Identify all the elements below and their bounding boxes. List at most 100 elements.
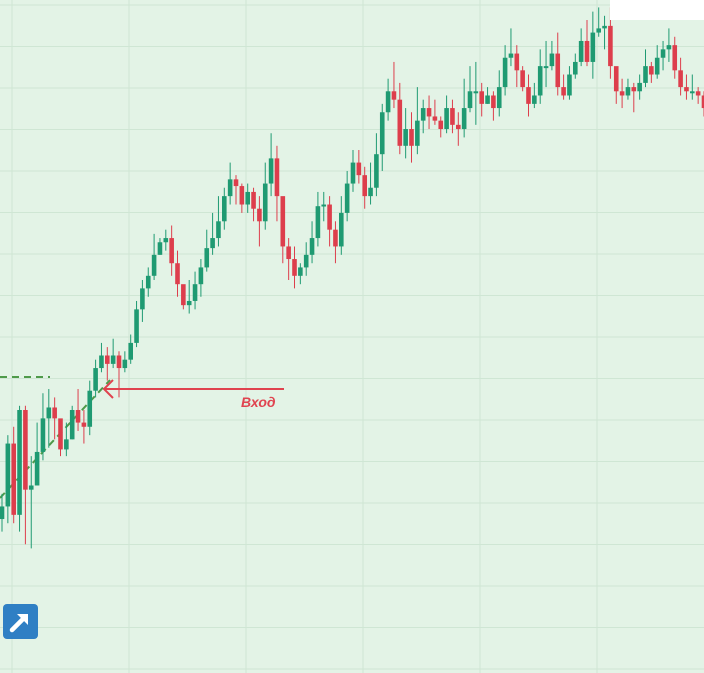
candle-body [374,154,379,188]
candle-body [491,95,496,109]
candle-body [561,87,566,96]
candle-body [543,66,549,69]
candle-body [128,342,133,360]
candle [309,221,315,264]
candle [257,196,262,247]
candle [485,87,490,104]
candle [578,28,584,67]
candle-body [34,451,40,486]
candle [356,150,362,184]
candle-body [286,246,291,260]
candle [514,45,520,88]
candle-body [520,70,525,88]
candle [426,95,432,130]
candle [526,74,531,117]
candle [245,183,250,213]
candle-body [321,204,327,207]
candle [432,99,438,125]
candle [298,263,303,285]
candle [672,36,678,79]
candle-body [643,66,648,83]
candle [602,15,607,50]
candle-body [450,108,455,125]
candle [99,342,104,373]
candle-body [151,254,157,276]
candle [368,162,373,205]
candle-body [362,175,367,197]
candle-body [613,66,619,92]
candle-body [578,40,584,62]
candle-body [415,120,420,146]
candle-body [608,25,613,67]
candle-body [532,95,537,104]
candle [555,32,561,96]
candle-body [690,91,695,94]
candle-body [496,87,502,109]
candle-body [192,284,198,301]
candle [286,238,291,280]
candle-body [198,267,204,285]
candle [140,280,145,322]
candle-body [157,242,163,255]
candle-body [222,196,227,222]
candle [684,74,689,100]
candle-body [251,191,256,209]
candle-body [292,259,297,276]
candle [327,196,332,247]
candle [157,238,163,255]
candle [315,191,321,247]
candle-body [479,91,484,104]
candle-body [5,443,11,507]
candle [415,87,420,155]
candle-body [461,108,467,130]
candle [105,347,110,381]
candle-body [573,61,578,75]
candle [75,389,81,431]
entry-arrow-head [102,379,114,399]
candle-body [695,91,701,96]
candle [690,74,695,100]
candle [87,380,93,436]
candle [479,82,484,117]
candle-body [666,45,672,50]
candle-body [28,485,34,490]
candle [420,99,426,134]
candle [58,418,63,457]
candle [391,61,397,109]
candle-body [274,158,280,197]
candle-body [315,206,321,239]
candle-body [438,120,444,130]
candle [619,78,625,109]
candle-body [298,267,303,276]
candle-body [0,506,5,520]
candle-body [426,108,432,117]
candle [40,393,46,461]
candle [613,66,619,104]
candle-body [134,309,139,343]
candle-body [397,99,403,146]
candle [362,166,367,209]
candle-body [227,179,233,197]
candle-body [23,410,28,490]
candle-body [514,53,520,71]
candle [175,250,180,297]
candle-body [110,355,116,364]
candle-body [262,183,268,222]
candle [590,11,596,79]
candle [654,45,660,79]
candle [520,66,525,92]
candle [660,40,666,71]
candle [444,95,449,134]
candle-body [508,53,514,58]
candle-body [257,208,262,222]
candle-body [590,32,596,62]
candle-body [303,254,309,268]
entry-arrow [102,379,284,399]
candle [280,196,286,264]
candle [631,82,637,113]
candle [450,99,455,134]
expand-button[interactable] [3,604,38,639]
candle [210,212,215,255]
candle-body [485,95,490,104]
candle [110,338,116,369]
